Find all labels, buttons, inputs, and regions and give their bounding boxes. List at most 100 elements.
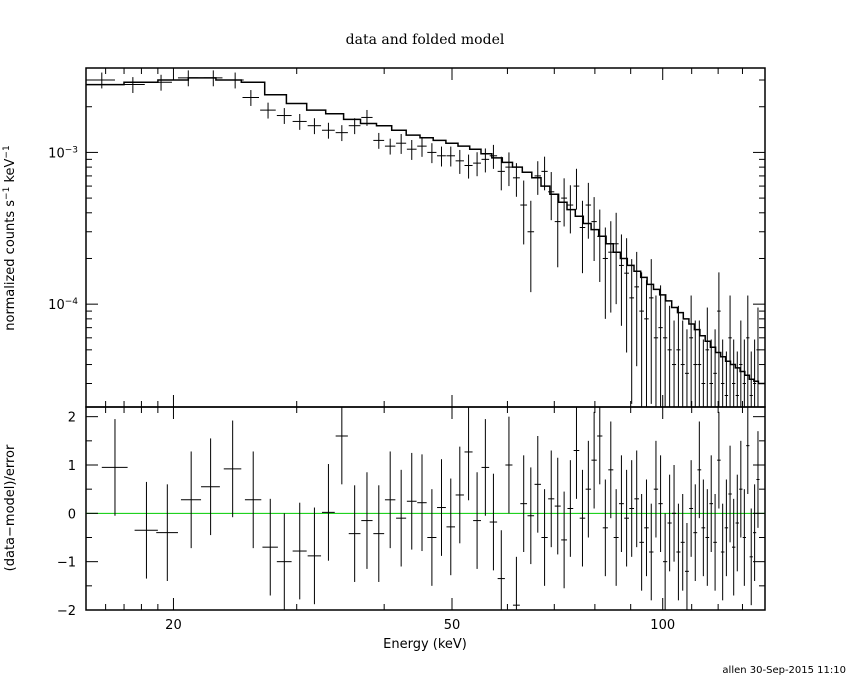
y-tick-label: −2: [57, 604, 76, 619]
data-point: [717, 272, 721, 407]
x-tick-label: 20: [165, 618, 182, 633]
residual-point: [634, 450, 640, 548]
residual-point: [406, 452, 417, 550]
residual-point: [735, 474, 739, 572]
data-point: [335, 125, 348, 142]
data-point: [548, 172, 555, 221]
residual-point: [756, 431, 760, 528]
residual-point: [667, 474, 672, 572]
residual-point: [728, 445, 732, 543]
data-point: [597, 209, 603, 282]
y-tick-label: 0: [68, 507, 76, 522]
data-point: [689, 295, 694, 407]
residual-point: [541, 489, 548, 586]
data-point: [260, 102, 276, 119]
residual-point: [384, 451, 396, 549]
residual-point: [567, 460, 574, 557]
residual-point: [693, 484, 698, 581]
residual-point: [613, 489, 619, 586]
residual-point: [742, 489, 746, 586]
residual-point: [709, 455, 714, 552]
residual-point: [629, 460, 635, 557]
data-point: [746, 295, 750, 407]
residual-point: [684, 523, 689, 610]
residual-point: [608, 421, 614, 519]
data-point: [520, 180, 528, 245]
data-point: [512, 163, 520, 197]
data-point: [618, 234, 624, 326]
residual-point: [602, 479, 608, 577]
residual-point: [705, 489, 710, 586]
data-point: [417, 136, 427, 157]
data-point: [713, 329, 717, 407]
data-point: [644, 280, 649, 407]
residual-point: [292, 502, 307, 600]
residual-point: [464, 407, 473, 501]
bottom-panel-frame: [85, 406, 766, 611]
data-point: [505, 152, 513, 187]
top-data-points: [88, 70, 760, 407]
data-point: [455, 149, 464, 174]
residual-point: [361, 472, 373, 569]
data-point: [573, 168, 580, 210]
data-point: [307, 118, 322, 135]
bottom-axes-ticks: 2 1 0 −1 −2 20 50 100: [57, 411, 765, 633]
residual-point: [489, 473, 498, 571]
data-point: [276, 108, 292, 124]
residual-point: [649, 503, 654, 601]
data-point: [464, 154, 473, 179]
residual-point: [653, 440, 659, 538]
residual-point: [473, 472, 481, 569]
data-point: [373, 132, 385, 149]
data-point: [396, 133, 407, 154]
residual-point: [561, 491, 568, 589]
residual-point: [724, 479, 729, 577]
residual-point: [671, 465, 677, 562]
data-point: [406, 139, 417, 160]
residual-points: [101, 407, 760, 610]
residual-point: [717, 411, 721, 509]
data-point: [634, 251, 640, 367]
residual-point: [455, 446, 464, 544]
residual-point: [597, 407, 603, 485]
residual-point: [520, 455, 528, 552]
residual-point: [732, 498, 736, 596]
data-point: [242, 90, 260, 106]
data-point: [705, 307, 710, 407]
x-axis-label: Energy (keV): [383, 637, 467, 652]
residual-point: [624, 469, 629, 567]
data-point: [384, 138, 396, 155]
residual-point: [658, 455, 663, 552]
top-axes-ticks: 10−3 10−4: [48, 68, 765, 610]
residual-point: [180, 451, 202, 549]
residual-point: [689, 460, 694, 557]
data-point: [481, 148, 490, 173]
residual-point: [554, 457, 561, 555]
residual-point: [262, 498, 278, 596]
data-point: [756, 307, 760, 407]
residual-point: [373, 485, 385, 582]
residual-point: [417, 454, 427, 552]
y-tick-label: 10−3: [48, 145, 78, 161]
residual-point: [548, 450, 555, 548]
model-histogram-line: [86, 77, 765, 385]
residual-point: [481, 419, 490, 516]
data-point: [437, 146, 446, 167]
residual-point: [427, 489, 437, 586]
residual-point: [591, 411, 597, 509]
data-point: [735, 351, 739, 407]
data-point: [541, 156, 548, 191]
residual-point: [579, 469, 586, 567]
residual-point: [573, 407, 580, 499]
residual-point: [701, 479, 706, 577]
data-point: [608, 221, 614, 313]
data-point: [624, 238, 629, 353]
residual-point: [223, 420, 242, 518]
residual-point: [746, 407, 750, 494]
y-tick-label: 1: [68, 459, 76, 474]
y-tick-label: −1: [57, 556, 76, 571]
residual-point: [101, 419, 128, 516]
data-point: [292, 113, 307, 130]
residual-point: [753, 484, 757, 581]
